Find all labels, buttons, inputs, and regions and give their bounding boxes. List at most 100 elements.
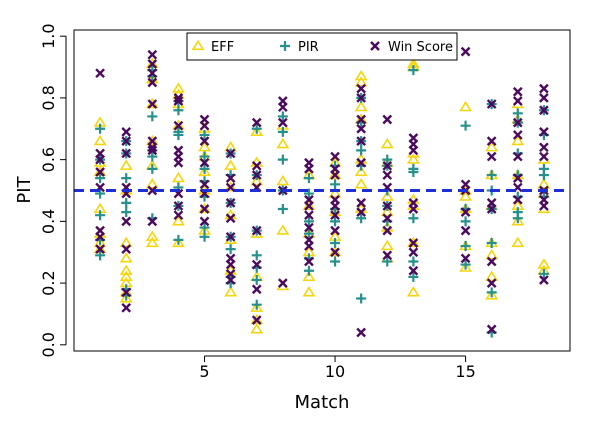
pir-point [486, 237, 497, 248]
eff-point [485, 141, 499, 152]
win-score-point [304, 201, 314, 211]
plot-frame [73, 29, 571, 352]
eff-point [171, 82, 185, 93]
win-score-point [460, 46, 471, 57]
eff-point [171, 215, 185, 226]
win-score-point [330, 170, 340, 180]
pir-point [121, 207, 132, 218]
eff-point [511, 236, 525, 248]
pir-point [277, 154, 288, 165]
y-tick-label: 0.2 [39, 270, 58, 295]
win-score-point [225, 148, 236, 159]
eff-point [145, 230, 159, 241]
win-score-point [173, 157, 184, 168]
x-tick-label: 10 [325, 362, 345, 381]
win-score-point [225, 275, 236, 285]
eff-point [328, 187, 342, 198]
pir-point [277, 126, 288, 137]
eff-point [406, 236, 420, 248]
pir-point [199, 163, 210, 174]
win-score-point [199, 136, 210, 146]
y-tick-label: 0.8 [39, 85, 58, 110]
pir-point [408, 256, 419, 267]
eff-point [145, 134, 159, 146]
y-tick-label: 0.0 [39, 332, 58, 357]
win-score-point [408, 247, 419, 258]
win-score-point [251, 315, 262, 325]
win-score-point [486, 324, 497, 335]
win-score-point [147, 99, 158, 109]
win-score-point [382, 250, 393, 261]
pir-point [251, 250, 262, 261]
legend-pir-marker [280, 41, 290, 51]
win-score-point [330, 247, 340, 258]
win-score-point [95, 244, 105, 254]
win-score-point [121, 287, 132, 298]
eff-point [302, 286, 316, 297]
win-score-point [512, 117, 523, 128]
win-score-point [356, 114, 367, 125]
eff-point [302, 270, 316, 282]
eff-point [380, 239, 394, 251]
pir-point [330, 256, 341, 267]
eff-point [93, 134, 107, 146]
eff-point [380, 137, 394, 149]
win-score-point [356, 327, 367, 338]
eff-point [459, 100, 473, 112]
win-score-point [486, 278, 497, 288]
win-score-point [251, 284, 262, 295]
x-axis-label: Match [295, 392, 350, 413]
pir-point [147, 151, 158, 162]
pir-point [330, 216, 341, 227]
pir-point [147, 111, 158, 122]
win-score-point [147, 145, 158, 156]
win-score-point [460, 207, 471, 217]
win-score-point [539, 127, 549, 137]
pir-point [173, 234, 184, 245]
pir-point [199, 151, 210, 162]
win-score-point [199, 120, 210, 131]
win-score-point [408, 204, 419, 214]
eff-point [171, 236, 185, 248]
eff-point [511, 134, 525, 146]
eff-point [459, 190, 473, 201]
eff-point [250, 125, 264, 136]
eff-point [119, 236, 133, 248]
win-score-point [486, 204, 497, 214]
legend: EFF PIR Win Score [186, 32, 458, 61]
eff-point [119, 252, 133, 263]
win-score-point [356, 93, 367, 103]
win-score-point [304, 241, 314, 251]
pir-point [538, 170, 549, 181]
win-score-point [382, 114, 393, 125]
win-score-point [251, 259, 262, 270]
win-score-point [225, 173, 236, 184]
eff-point [485, 270, 499, 282]
pir-point [95, 188, 106, 199]
x-tick-label: 15 [455, 362, 475, 381]
win-score-point [330, 201, 340, 211]
pir-point [173, 105, 184, 116]
pir-point [486, 287, 497, 298]
win-score-point [512, 96, 523, 106]
pir-point [147, 163, 158, 174]
eff-point [198, 165, 211, 177]
pir-point [95, 123, 106, 134]
win-score-point [121, 127, 132, 137]
win-score-point [512, 151, 523, 162]
win-score-point [225, 231, 236, 242]
pir-point [251, 299, 262, 310]
pir-point [486, 170, 497, 181]
eff-point [119, 292, 133, 303]
win-score-point [147, 68, 158, 79]
win-score-point [512, 173, 523, 184]
pir-point [225, 244, 236, 255]
win-score-point [147, 49, 158, 60]
win-score-point [356, 83, 367, 94]
win-score-point [539, 151, 549, 162]
pir-point [199, 222, 210, 233]
pir-point [277, 204, 288, 215]
win-score-point [121, 148, 132, 159]
eff-point [119, 264, 133, 275]
